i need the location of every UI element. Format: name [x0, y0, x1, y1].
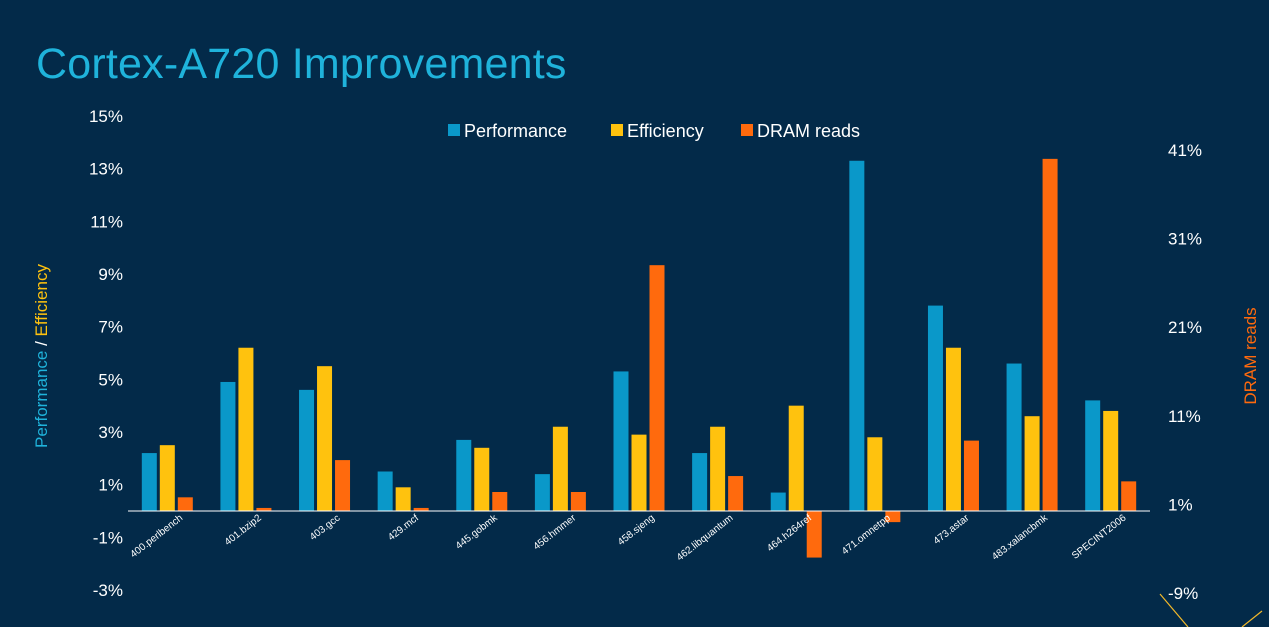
right-tick-label: 1% [1168, 495, 1193, 514]
legend: Performance Efficiency DRAM reads [448, 121, 860, 141]
bar-performance [927, 305, 943, 511]
bar-performance [220, 381, 236, 511]
right-axis-title: DRAM reads [1241, 307, 1260, 404]
category-label: 401.bzip2 [223, 512, 264, 548]
category-label: 462.libquantum [675, 513, 736, 564]
category-label: SPECINT2006 [1070, 512, 1129, 561]
decorative-accent-line [1159, 593, 1189, 627]
right-tick-label: -9% [1168, 584, 1198, 603]
legend-swatch [611, 124, 623, 136]
category-label: 483.xalancbmk [990, 512, 1051, 563]
bar-performance [299, 389, 315, 511]
bar-performance [141, 453, 157, 511]
bar-performance [1006, 363, 1022, 511]
category-label: 445.gobmk [454, 512, 501, 552]
category-label: 456.hmmer [532, 512, 579, 552]
decorative-accent-line-2 [1241, 610, 1263, 627]
bar-performance [534, 474, 550, 511]
left-axis-ticks: 15% 13% 11% 9% 7% 5% 3% 1% -1% -3% [89, 107, 123, 600]
right-tick-label: 21% [1168, 318, 1202, 337]
bar-performance [849, 160, 865, 511]
left-axis-title-performance: Performance [32, 351, 51, 448]
category-label: 403.gcc [308, 513, 342, 543]
bar-performance [692, 453, 708, 511]
bar-dram-reads [1042, 158, 1058, 512]
bar-efficiency [710, 426, 726, 511]
bar-dram-reads [335, 460, 351, 511]
bar-performance [613, 371, 629, 511]
bar-dram-reads [963, 440, 979, 511]
left-tick-label: 7% [98, 318, 123, 337]
bar-performance [1085, 400, 1101, 511]
legend-swatch [448, 124, 460, 136]
left-tick-label: 15% [89, 107, 123, 126]
bar-efficiency [945, 347, 961, 511]
bar-performance [770, 492, 786, 511]
left-axis-title-separator: / [32, 336, 51, 350]
left-tick-label: 13% [89, 160, 123, 179]
bar-performance [456, 439, 472, 511]
bar-efficiency [317, 366, 333, 511]
left-tick-label: -1% [93, 528, 123, 547]
bar-dram-reads [649, 265, 665, 511]
bar-dram-reads [492, 491, 508, 511]
bar-efficiency [552, 426, 568, 511]
bar-dram-reads [885, 511, 901, 523]
left-axis-title-efficiency: Efficiency [32, 264, 51, 337]
bar-efficiency [474, 447, 490, 511]
bar-dram-reads [806, 511, 822, 558]
bar-dram-reads [177, 497, 193, 511]
legend-swatch [741, 124, 753, 136]
right-tick-label: 31% [1168, 230, 1202, 249]
category-label: 473.astar [932, 512, 972, 547]
bar-efficiency [1024, 416, 1040, 511]
legend-label: DRAM reads [757, 121, 860, 141]
bar-efficiency [238, 347, 254, 511]
bar-efficiency [395, 487, 411, 511]
category-label: 429.mcf [386, 513, 421, 544]
right-tick-label: 11% [1168, 407, 1201, 426]
left-axis-title: Performance / Efficiency [32, 264, 51, 448]
bar-dram-reads [1121, 481, 1137, 511]
bar-efficiency [159, 445, 175, 511]
bar-efficiency [1103, 410, 1119, 511]
category-label: 471.omnetpp [840, 512, 893, 557]
category-labels: 400.perlbench 401.bzip2 403.gcc 429.mcf 445.… [128, 512, 1128, 563]
bar-dram-reads [728, 476, 744, 511]
left-tick-label: 11% [90, 212, 123, 231]
bar-performance [377, 471, 393, 511]
right-axis-ticks: 41% 31% 21% 11% 1% -9% [1168, 141, 1202, 603]
right-tick-label: 41% [1168, 141, 1202, 160]
left-tick-label: 5% [98, 370, 123, 389]
bar-efficiency [631, 434, 647, 511]
bar-dram-reads [413, 507, 429, 511]
legend-label: Performance [464, 121, 567, 141]
left-tick-label: -3% [93, 581, 123, 600]
category-label: 458.sjeng [616, 513, 657, 548]
bar-efficiency [788, 405, 804, 511]
left-tick-label: 1% [98, 476, 123, 495]
bar-dram-reads [570, 491, 586, 511]
bar-efficiency [867, 437, 883, 511]
left-tick-label: 3% [98, 423, 123, 442]
slide-title: Cortex-A720 Improvements [36, 40, 567, 88]
bar-dram-reads [256, 507, 272, 511]
category-label: 400.perlbench [128, 513, 185, 561]
bars [141, 158, 1137, 558]
legend-label: Efficiency [627, 121, 704, 141]
left-tick-label: 9% [98, 265, 123, 284]
